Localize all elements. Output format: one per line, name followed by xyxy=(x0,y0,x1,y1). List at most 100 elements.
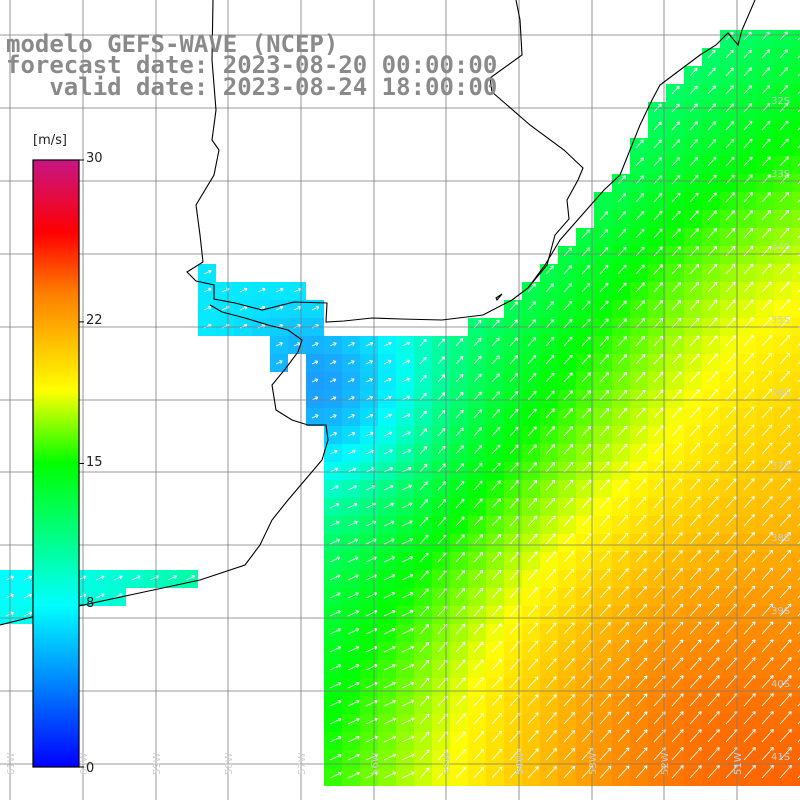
wind-arrow xyxy=(761,567,774,581)
wind-arrow xyxy=(563,586,575,599)
latitude-label: 38S xyxy=(771,533,790,544)
wind-arrow xyxy=(239,287,248,293)
wind-speed-cell xyxy=(756,714,774,732)
wind-speed-cell xyxy=(630,210,648,228)
wind-arrow xyxy=(527,372,537,383)
wind-speed-cell xyxy=(774,300,792,318)
longitude-label: 58W xyxy=(224,752,235,775)
wind-arrow xyxy=(491,712,503,725)
wind-speed-cell xyxy=(666,102,684,120)
wind-arrow xyxy=(707,514,719,527)
wind-speed-cell xyxy=(612,336,630,354)
wind-speed-cell xyxy=(594,246,612,264)
wind-speed-cell xyxy=(792,174,800,192)
wind-arrow xyxy=(545,748,557,761)
longitude-label: 56W xyxy=(370,752,381,775)
wind-arrow xyxy=(455,373,464,383)
wind-arrow xyxy=(545,461,556,473)
wind-arrow xyxy=(779,352,791,365)
wind-arrow xyxy=(671,514,683,527)
wind-speed-cell xyxy=(648,192,666,210)
wind-speed-cell xyxy=(774,552,792,570)
wind-arrow xyxy=(329,502,340,509)
wind-speed-cell xyxy=(540,768,558,786)
wind-arrow xyxy=(563,426,574,437)
wind-speed-cell xyxy=(630,138,648,156)
wind-speed-cell xyxy=(558,552,576,570)
wind-arrow xyxy=(365,681,378,689)
wind-speed-cell xyxy=(432,354,450,372)
wind-speed-cell xyxy=(774,336,792,354)
wind-arrow xyxy=(689,711,702,725)
wind-speed-cell xyxy=(666,696,684,714)
wind-speed-cell xyxy=(702,282,720,300)
wind-speed-cell xyxy=(558,660,576,678)
wind-speed-cell xyxy=(648,732,666,750)
wind-speed-cell xyxy=(720,66,738,84)
wind-arrow xyxy=(563,711,575,725)
wind-speed-cell xyxy=(702,516,720,534)
wind-arrow xyxy=(761,531,773,545)
wind-arrow xyxy=(707,138,717,149)
wind-arrow xyxy=(419,677,430,689)
wind-speed-cell xyxy=(756,264,774,282)
wind-arrow xyxy=(779,531,791,545)
wind-speed-cell xyxy=(684,624,702,642)
wind-arrow xyxy=(725,460,737,473)
wind-arrow xyxy=(653,282,663,293)
wind-speed-cell xyxy=(612,552,630,570)
wind-speed-cell xyxy=(540,588,558,606)
wind-speed-cell xyxy=(594,390,612,408)
wind-arrow xyxy=(617,747,630,761)
wind-speed-cell xyxy=(720,84,738,102)
wind-speed-cell xyxy=(486,678,504,696)
wind-speed-cell xyxy=(702,354,720,372)
wind-speed-cell xyxy=(612,210,630,228)
wind-speed-cell xyxy=(792,246,800,264)
longitude-label: 59W xyxy=(152,752,163,775)
wind-arrow xyxy=(779,263,790,275)
wind-arrow xyxy=(329,556,341,563)
wind-arrow xyxy=(725,138,735,149)
wind-speed-cell xyxy=(702,210,720,228)
wind-speed-cell xyxy=(630,300,648,318)
wind-arrow xyxy=(455,605,466,617)
wind-speed-cell xyxy=(684,390,702,408)
wind-speed-cell xyxy=(594,444,612,462)
wind-speed-cell xyxy=(792,48,800,66)
wind-arrow xyxy=(401,341,411,347)
wind-arrow xyxy=(779,728,792,743)
wind-speed-cell xyxy=(540,732,558,750)
wind-speed-cell xyxy=(504,426,522,444)
wind-arrow xyxy=(545,766,557,779)
wind-speed-cell xyxy=(666,120,684,138)
wind-speed-cell xyxy=(738,714,756,732)
latitude-label: 41S xyxy=(771,752,790,763)
wind-arrow xyxy=(761,621,774,635)
wind-arrow xyxy=(653,139,662,149)
wind-arrow xyxy=(779,657,792,671)
wind-arrow xyxy=(779,711,792,725)
longitude-label: 51W xyxy=(733,752,744,775)
wind-speed-cell xyxy=(702,156,720,174)
wind-speed-cell xyxy=(792,480,800,498)
wind-speed-cell xyxy=(792,84,800,102)
wind-arrow xyxy=(437,356,445,365)
wind-speed-cell xyxy=(558,642,576,660)
wind-arrow xyxy=(653,246,663,257)
wind-arrow xyxy=(671,729,684,743)
wind-arrow xyxy=(527,622,539,635)
wind-arrow xyxy=(599,389,610,401)
wind-speed-cell xyxy=(558,300,576,318)
wind-arrow xyxy=(527,748,539,761)
wind-speed-cell xyxy=(738,246,756,264)
wind-speed-cell xyxy=(468,696,486,714)
wind-arrow xyxy=(635,407,646,419)
longitude-label: 61W xyxy=(6,752,17,775)
wind-arrow xyxy=(509,426,519,437)
wind-arrow xyxy=(347,717,360,725)
wind-speed-cell xyxy=(540,390,558,408)
wind-arrow xyxy=(365,431,374,437)
wind-arrow xyxy=(689,210,699,221)
wind-arrow xyxy=(761,603,774,617)
